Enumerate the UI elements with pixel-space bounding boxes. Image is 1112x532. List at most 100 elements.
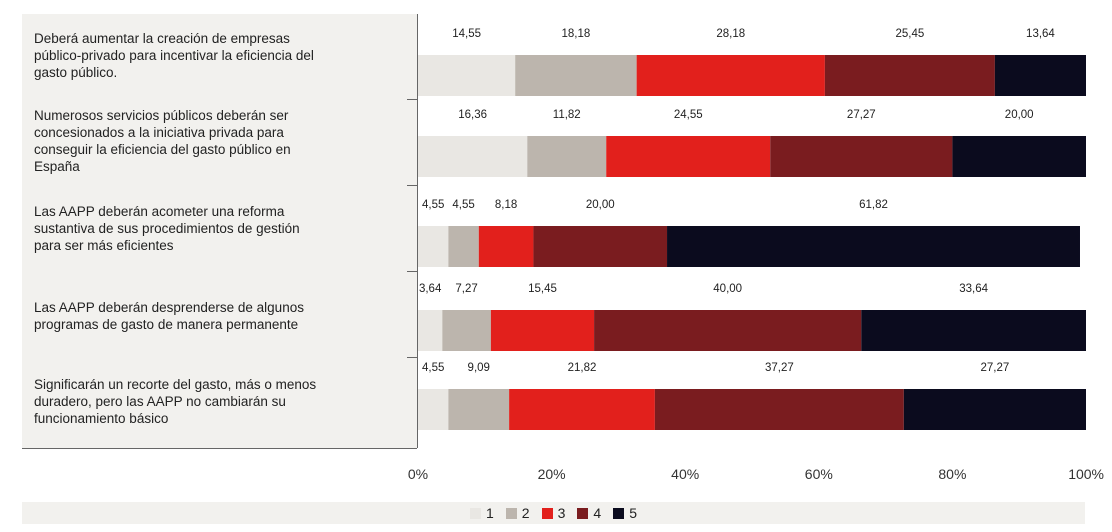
category-label-line: programas de gasto de manera permanente <box>34 317 299 332</box>
bar-segment-row2-s5 <box>952 136 1086 177</box>
data-label-row1-s2: 18,18 <box>562 28 591 40</box>
x-tick-label: 40% <box>671 466 699 482</box>
legend-swatch-4 <box>577 507 589 519</box>
category-axis-line <box>417 14 418 448</box>
legend-item-2: 2 <box>505 505 530 521</box>
legend-swatch-3 <box>541 507 553 519</box>
legend-swatch-1 <box>470 507 481 519</box>
legend: 1 2 3 4 5 <box>22 502 1085 524</box>
data-label-row3-s2: 4,55 <box>452 199 474 211</box>
category-label-line: público-privado para incentivar la efici… <box>34 48 314 63</box>
legend-label-4: 4 <box>593 505 602 521</box>
bar-segment-row5-s2 <box>448 389 510 430</box>
category-label-line: duradero, pero las AAPP no cambiarán su <box>34 394 286 409</box>
category-label-2: Numerosos servicios públicos deberán ser… <box>34 107 394 175</box>
bar-segment-row1-s3 <box>636 55 825 96</box>
data-label-row3-s5: 61,82 <box>859 199 888 211</box>
x-tick-label: 60% <box>805 466 833 482</box>
category-label-line: funcionamiento básico <box>34 411 169 426</box>
bar-segment-row5-s4 <box>654 389 904 430</box>
bar-segment-row3-s5 <box>667 226 1080 267</box>
data-label-row4-s3: 15,45 <box>528 283 557 295</box>
bar-segment-row3-s3 <box>478 226 534 267</box>
x-tick-label: 0% <box>408 466 428 482</box>
data-label-row4-s5: 33,64 <box>959 283 988 295</box>
bar-segment-row5-s3 <box>509 389 655 430</box>
bar-segment-row2-s2 <box>527 136 607 177</box>
data-label-row1-s1: 14,55 <box>452 28 481 40</box>
category-label-line: Numerosos servicios públicos deberán ser <box>34 108 289 123</box>
category-label-3: Las AAPP deberán acometer una reforma su… <box>34 203 394 254</box>
category-label-panel <box>22 14 417 448</box>
bar-segment-row1-s2 <box>515 55 637 96</box>
legend-item-4: 4 <box>577 505 601 521</box>
bar-segment-row2-s1 <box>418 136 528 177</box>
data-label-row3-s1: 4,55 <box>422 199 444 211</box>
bar-segment-row4-s2 <box>442 310 491 351</box>
category-label-line: Las AAPP deberán desprenderse de algunos <box>34 300 304 315</box>
data-label-row4-s4: 40,00 <box>713 283 742 295</box>
label-panel-baseline <box>22 448 417 449</box>
data-label-row2-s3: 24,55 <box>674 109 703 121</box>
bar-segment-row4-s4 <box>594 310 862 351</box>
bar-segment-row1-s5 <box>994 55 1086 96</box>
legend-label-3: 3 <box>557 505 566 521</box>
bar-segment-row2-s3 <box>606 136 771 177</box>
category-label-line: concesionados a la iniciativa privada pa… <box>34 125 284 140</box>
data-label-row5-s4: 37,27 <box>765 362 794 374</box>
bar-segment-row1-s1 <box>418 55 516 96</box>
category-label-line: Las AAPP deberán acometer una reforma <box>34 204 285 219</box>
legend-swatch-5 <box>613 507 625 519</box>
bar-segment-row3-s4 <box>533 226 668 267</box>
x-tick-label: 80% <box>938 466 966 482</box>
row-separator <box>407 271 417 272</box>
row-separator <box>407 99 417 100</box>
data-label-row4-s2: 7,27 <box>455 283 477 295</box>
bar-segment-row1-s4 <box>824 55 995 96</box>
legend-label-1: 1 <box>486 505 494 521</box>
data-label-row4-s1: 3,64 <box>419 283 442 295</box>
bar-segment-row5-s1 <box>418 389 449 430</box>
data-label-row2-s1: 16,36 <box>458 109 487 121</box>
bar-segment-row4-s3 <box>490 310 595 351</box>
bar-segment-row4-s5 <box>861 310 1086 351</box>
bar-segment-row3-s2 <box>448 226 479 267</box>
data-label-row2-s5: 20,00 <box>1005 109 1034 121</box>
category-label-line: Significarán un recorte del gasto, más o… <box>34 377 317 392</box>
data-label-row1-s3: 28,18 <box>716 28 745 40</box>
row-separator <box>407 185 417 186</box>
bar-segment-row2-s4 <box>770 136 953 177</box>
bar-segment-row5-s5 <box>903 389 1086 430</box>
category-label-line: para ser más eficientes <box>34 238 174 253</box>
category-label-4: Las AAPP deberán desprenderse de algunos… <box>34 299 394 333</box>
x-tick-label: 100% <box>1068 466 1104 482</box>
legend-item-3: 3 <box>541 505 566 521</box>
legend-band: 1 2 3 4 5 <box>22 502 1085 524</box>
legend-item-5: 5 <box>613 505 637 521</box>
bar-segment-row4-s1 <box>418 310 443 351</box>
row-separator <box>407 357 417 358</box>
category-label-line: España <box>34 159 80 174</box>
category-label-line: gasto público. <box>34 65 118 80</box>
legend-label-2: 2 <box>521 505 530 521</box>
data-label-row5-s2: 9,09 <box>468 362 490 374</box>
data-label-row5-s5: 27,27 <box>981 362 1010 374</box>
bar-segment-row3-s1 <box>418 226 449 267</box>
legend-item-1: 1 <box>470 505 494 521</box>
legend-swatch-2 <box>505 507 517 519</box>
data-label-row3-s4: 20,00 <box>586 199 615 211</box>
category-label-line: conseguir la eficiencia del gasto públic… <box>34 142 291 157</box>
legend-label-5: 5 <box>629 505 637 521</box>
category-label-line: sustantiva de sus procedimientos de gest… <box>34 221 300 236</box>
category-label-1: Deberá aumentar la creación de empresas … <box>34 30 394 81</box>
data-label-row1-s5: 13,64 <box>1026 28 1055 40</box>
data-label-row2-s4: 27,27 <box>847 109 876 121</box>
data-label-row5-s3: 21,82 <box>568 362 597 374</box>
category-label-5: Significarán un recorte del gasto, más o… <box>34 376 394 427</box>
data-label-row5-s1: 4,55 <box>422 362 444 374</box>
data-label-row2-s2: 11,82 <box>553 109 581 121</box>
x-tick-label: 20% <box>538 466 566 482</box>
data-label-row3-s3: 8,18 <box>495 199 517 211</box>
data-label-row1-s4: 25,45 <box>895 28 924 40</box>
category-label-line: Deberá aumentar la creación de empresas <box>34 31 290 46</box>
